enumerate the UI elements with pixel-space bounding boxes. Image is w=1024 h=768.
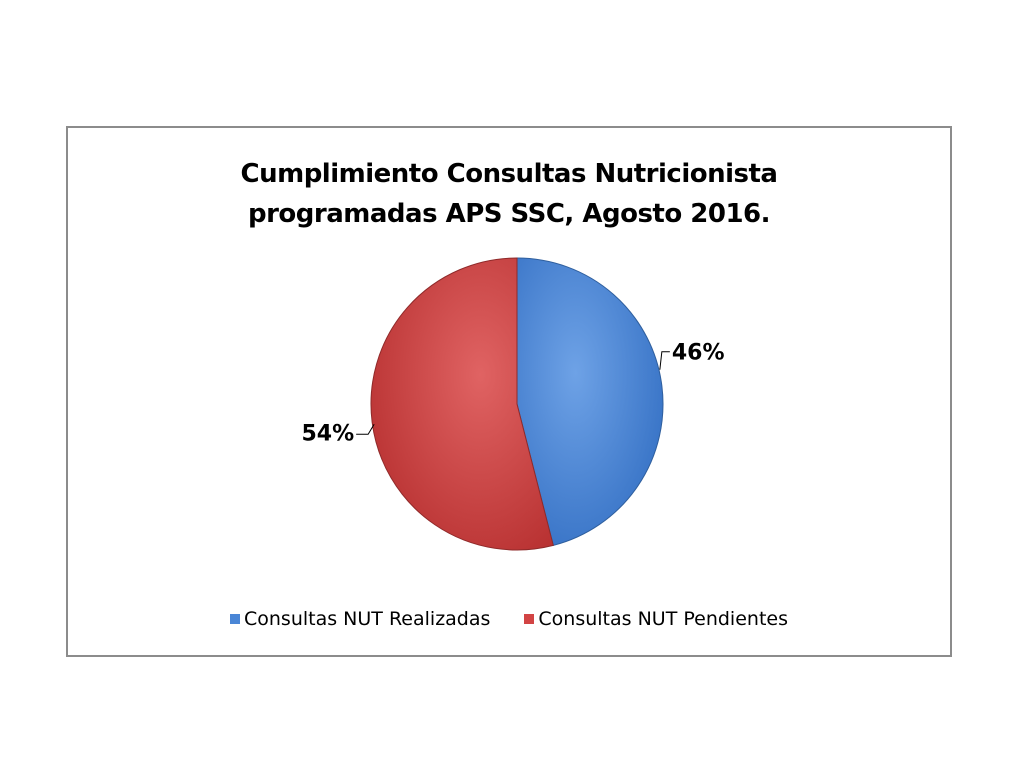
pie-slice-pendientes [370, 257, 554, 551]
legend-item-realizadas: Consultas NUT Realizadas [230, 608, 490, 630]
legend-swatch-realizadas [230, 614, 240, 624]
chart-title-line-2: programadas APS SSC, Agosto 2016. [248, 199, 771, 229]
pie-chart: 46% 54% [301, 257, 725, 551]
legend-label-pendientes: Consultas NUT Pendientes [538, 608, 788, 630]
chart-title-line-1: Cumplimiento Consultas Nutricionista [240, 159, 778, 189]
data-label-pendientes: 54% [301, 421, 354, 446]
legend-swatch-pendientes [524, 614, 535, 624]
data-label-realizadas: 46% [672, 341, 725, 366]
legend-label-realizadas: Consultas NUT Realizadas [244, 608, 491, 630]
leader-line-pendientes [356, 424, 375, 435]
chart-legend: Consultas NUT Realizadas Consultas NUT P… [68, 608, 950, 630]
legend-item-pendientes: Consultas NUT Pendientes [524, 608, 788, 630]
chart-title: Cumplimiento Consultas Nutricionista pro… [68, 154, 950, 234]
pie-slice-realizadas [516, 257, 664, 547]
leader-line-realizadas [659, 351, 670, 370]
chart-frame: Cumplimiento Consultas Nutricionista pro… [66, 126, 952, 657]
